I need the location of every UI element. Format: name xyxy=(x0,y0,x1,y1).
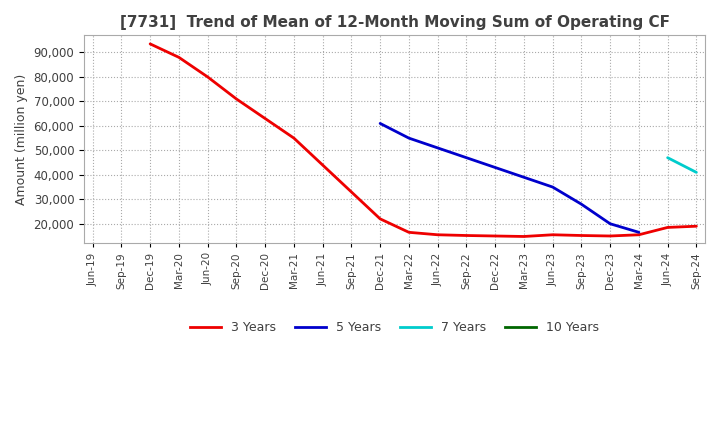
5 Years xyxy=(577,202,585,207)
3 Years xyxy=(289,136,298,141)
Line: 3 Years: 3 Years xyxy=(150,44,696,236)
3 Years xyxy=(347,189,356,194)
5 Years xyxy=(376,121,384,126)
3 Years xyxy=(520,234,528,239)
3 Years xyxy=(203,74,212,80)
5 Years xyxy=(520,175,528,180)
5 Years xyxy=(634,230,643,235)
3 Years xyxy=(634,232,643,238)
3 Years xyxy=(491,233,500,238)
3 Years xyxy=(261,116,269,121)
5 Years xyxy=(462,155,471,160)
3 Years xyxy=(577,233,585,238)
3 Years xyxy=(405,230,413,235)
Y-axis label: Amount (million yen): Amount (million yen) xyxy=(15,74,28,205)
3 Years xyxy=(692,224,701,229)
3 Years xyxy=(433,232,442,238)
3 Years xyxy=(174,55,183,60)
3 Years xyxy=(462,233,471,238)
Legend: 3 Years, 5 Years, 7 Years, 10 Years: 3 Years, 5 Years, 7 Years, 10 Years xyxy=(185,316,604,339)
3 Years xyxy=(663,225,672,230)
5 Years xyxy=(491,165,500,170)
Line: 7 Years: 7 Years xyxy=(667,158,696,172)
5 Years xyxy=(606,221,614,227)
3 Years xyxy=(606,233,614,238)
Line: 5 Years: 5 Years xyxy=(380,124,639,232)
3 Years xyxy=(232,96,240,102)
Title: [7731]  Trend of Mean of 12-Month Moving Sum of Operating CF: [7731] Trend of Mean of 12-Month Moving … xyxy=(120,15,670,30)
5 Years xyxy=(433,145,442,150)
3 Years xyxy=(318,162,327,168)
7 Years xyxy=(663,155,672,160)
5 Years xyxy=(405,136,413,141)
5 Years xyxy=(549,184,557,190)
3 Years xyxy=(146,41,155,47)
3 Years xyxy=(549,232,557,238)
7 Years xyxy=(692,170,701,175)
3 Years xyxy=(376,216,384,221)
